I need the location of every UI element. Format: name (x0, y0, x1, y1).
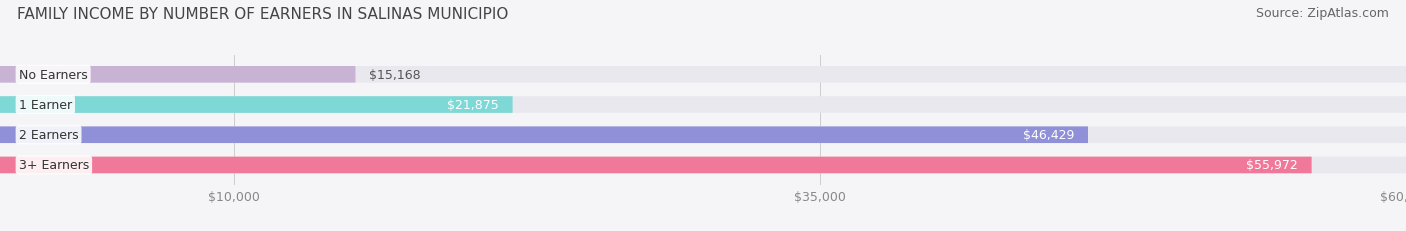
FancyBboxPatch shape (0, 67, 1406, 83)
Text: 3+ Earners: 3+ Earners (18, 159, 89, 172)
Text: $15,168: $15,168 (370, 69, 422, 82)
Text: FAMILY INCOME BY NUMBER OF EARNERS IN SALINAS MUNICIPIO: FAMILY INCOME BY NUMBER OF EARNERS IN SA… (17, 7, 508, 22)
Text: No Earners: No Earners (18, 69, 87, 82)
Text: 2 Earners: 2 Earners (18, 129, 79, 142)
FancyBboxPatch shape (0, 97, 1406, 113)
FancyBboxPatch shape (0, 127, 1406, 143)
Text: $55,972: $55,972 (1246, 159, 1298, 172)
FancyBboxPatch shape (0, 127, 1088, 143)
Text: $46,429: $46,429 (1022, 129, 1074, 142)
FancyBboxPatch shape (0, 157, 1312, 173)
FancyBboxPatch shape (0, 67, 356, 83)
FancyBboxPatch shape (0, 97, 513, 113)
FancyBboxPatch shape (0, 157, 1406, 173)
Text: 1 Earner: 1 Earner (18, 99, 72, 112)
Text: Source: ZipAtlas.com: Source: ZipAtlas.com (1256, 7, 1389, 20)
Text: $21,875: $21,875 (447, 99, 499, 112)
